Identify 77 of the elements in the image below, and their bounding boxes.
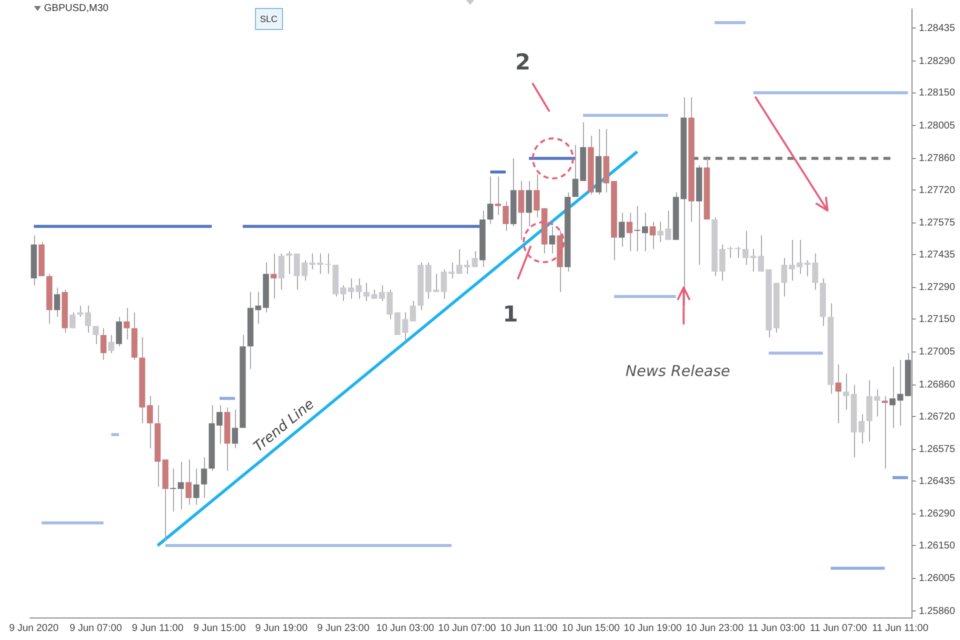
x-tick-label: 9 Jun 11:00 bbox=[132, 622, 184, 634]
y-tick-label: 1.26005 bbox=[918, 573, 956, 584]
candlestick bbox=[549, 226, 556, 254]
candlestick bbox=[193, 468, 200, 506]
y-tick-label: 1.26435 bbox=[918, 476, 956, 487]
candlestick bbox=[487, 176, 494, 225]
x-tick-label: 10 Jun 11:00 bbox=[500, 622, 558, 634]
annotation: 1 bbox=[502, 302, 518, 328]
candlestick bbox=[494, 176, 502, 216]
candlestick bbox=[178, 461, 184, 510]
x-tick-label: 9 Jun 15:00 bbox=[193, 622, 246, 634]
candlestick bbox=[843, 372, 850, 410]
x-tick-label: 11 Jun 07:00 bbox=[810, 622, 868, 634]
candlestick bbox=[650, 221, 656, 250]
candlestick bbox=[201, 456, 208, 499]
y-tick-label: 1.27860 bbox=[918, 153, 956, 164]
y-tick-label: 1.25860 bbox=[918, 606, 956, 617]
y-tick-label: 1.28150 bbox=[918, 88, 956, 99]
candlestick bbox=[54, 286, 60, 318]
candlestick bbox=[186, 459, 192, 506]
y-tick-label: 1.27435 bbox=[918, 249, 956, 260]
candlestick bbox=[124, 307, 130, 340]
x-tick-label: 11 Jun 11:00 bbox=[872, 622, 929, 634]
y-tick-label: 1.27005 bbox=[918, 346, 956, 358]
x-tick-label: 10 Jun 19:00 bbox=[624, 622, 682, 634]
candlestick bbox=[734, 246, 741, 259]
candlestick bbox=[472, 250, 478, 268]
x-tick-label: 9 Jun 23:00 bbox=[317, 622, 370, 634]
candlestick bbox=[835, 364, 842, 424]
y-tick-label: 1.26860 bbox=[918, 380, 956, 391]
y-tick-label: 1.26575 bbox=[918, 444, 956, 456]
x-tick-label: 10 Jun 03:00 bbox=[376, 622, 435, 634]
candlestick bbox=[526, 180, 532, 227]
x-tick-label: 10 Jun 07:00 bbox=[438, 622, 496, 634]
candlestick bbox=[781, 258, 788, 298]
candlestick bbox=[410, 300, 416, 322]
annotation: News Release bbox=[626, 362, 730, 380]
candlestick bbox=[232, 409, 238, 449]
candlestick bbox=[518, 180, 524, 240]
candlestick bbox=[170, 468, 176, 512]
annotation: SLC bbox=[255, 8, 283, 30]
candlestick bbox=[626, 212, 633, 252]
candlestick bbox=[116, 316, 122, 347]
candlestick bbox=[618, 212, 625, 248]
candlestick bbox=[146, 396, 153, 449]
candlestick bbox=[286, 250, 292, 274]
candlestick bbox=[70, 312, 76, 329]
x-tick-label: 10 Jun 15:00 bbox=[562, 622, 620, 634]
candlestick bbox=[727, 246, 734, 259]
y-tick-label: 1.26720 bbox=[918, 411, 956, 422]
x-tick-label: 9 Jun 2020 bbox=[9, 622, 60, 634]
y-tick-label: 1.26290 bbox=[918, 508, 956, 520]
candlestick bbox=[534, 174, 540, 218]
x-tick-label: 9 Jun 07:00 bbox=[70, 622, 122, 634]
x-tick-label: 9 Jun 19:00 bbox=[255, 622, 308, 634]
y-tick-label: 1.27150 bbox=[918, 314, 956, 325]
x-tick-label: 11 Jun 03:00 bbox=[748, 622, 806, 634]
candlestick bbox=[882, 396, 888, 470]
candlestick bbox=[324, 253, 331, 274]
candlestick bbox=[270, 253, 277, 300]
y-tick-label: 1.28290 bbox=[918, 56, 956, 67]
candlestick bbox=[100, 328, 107, 360]
candlestick bbox=[278, 253, 284, 290]
y-tick-label: 1.27720 bbox=[918, 184, 956, 196]
y-tick-label: 1.27290 bbox=[918, 282, 956, 294]
y-tick-label: 1.26150 bbox=[918, 540, 956, 552]
candlestick bbox=[502, 200, 509, 232]
y-tick-label: 1.28435 bbox=[918, 22, 956, 34]
candlestick bbox=[108, 334, 114, 354]
annotation: 2 bbox=[515, 50, 530, 76]
y-tick-label: 1.28005 bbox=[918, 120, 956, 132]
candlestick bbox=[719, 244, 726, 282]
candlestick bbox=[92, 325, 99, 345]
y-tick-label: 1.27575 bbox=[918, 218, 956, 229]
chart-title: GBPUSD,M30 bbox=[44, 3, 108, 14]
candlestick bbox=[742, 230, 749, 266]
x-tick-label: 10 Jun 23:00 bbox=[686, 622, 744, 634]
